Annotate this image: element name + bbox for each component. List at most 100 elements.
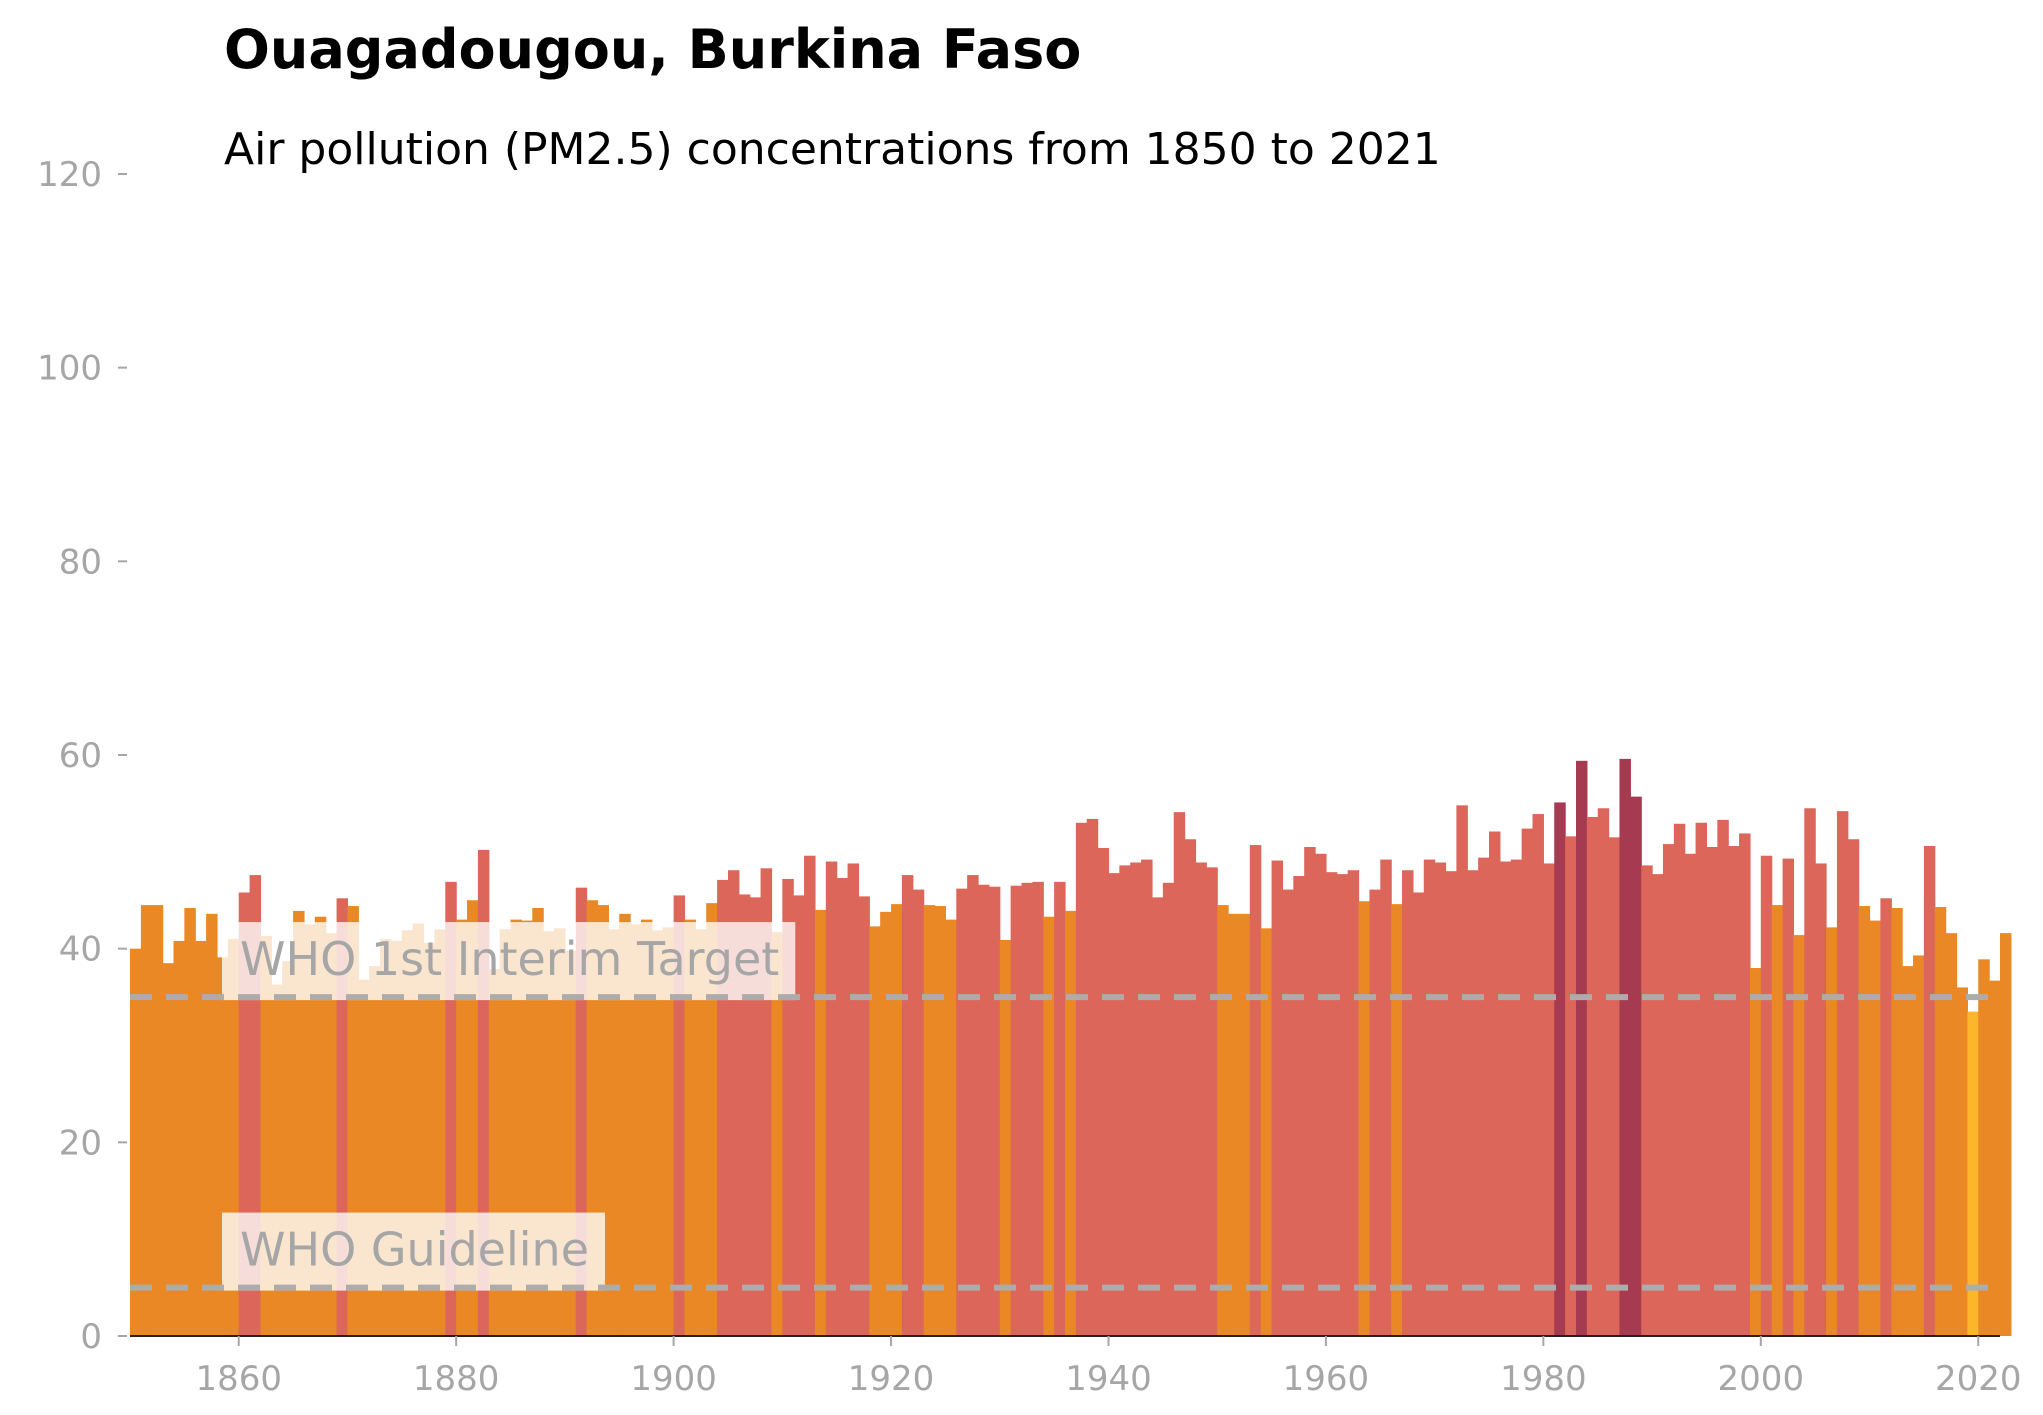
bar-1993 bbox=[1684, 853, 1697, 1336]
bar-1977 bbox=[1510, 859, 1523, 1336]
bar-1992 bbox=[1673, 823, 1686, 1336]
bar-1928 bbox=[978, 884, 990, 1336]
bar-1932 bbox=[1021, 882, 1033, 1336]
bar-1855 bbox=[184, 908, 196, 1336]
bar-1968 bbox=[1412, 892, 1425, 1336]
y-tick-label: 100 bbox=[37, 349, 102, 389]
reference-lines: WHO 1st Interim Target WHO Guideline bbox=[130, 922, 2000, 1291]
chart-subtitle: Air pollution (PM2.5) concentrations fro… bbox=[224, 124, 1441, 175]
bar-1980 bbox=[1543, 863, 1555, 1336]
bar-1986 bbox=[1608, 837, 1621, 1336]
x-tick-label: 1860 bbox=[195, 1359, 282, 1399]
bar-1920 bbox=[891, 904, 903, 1336]
x-tick-label: 1900 bbox=[630, 1359, 717, 1399]
bar-1906 bbox=[738, 894, 751, 1336]
bar-1912 bbox=[804, 855, 816, 1336]
bar-1958 bbox=[1304, 846, 1316, 1336]
bar-1956 bbox=[1282, 889, 1294, 1336]
bar-1914 bbox=[825, 861, 838, 1336]
reference-label-background bbox=[222, 922, 796, 1001]
bar-1973 bbox=[1467, 870, 1479, 1336]
bar-1984 bbox=[1586, 816, 1599, 1336]
bar-1971 bbox=[1445, 871, 1457, 1336]
bar-1963 bbox=[1358, 901, 1371, 1336]
bar-1898 bbox=[651, 930, 664, 1336]
y-tick-label: 20 bbox=[59, 1123, 102, 1163]
bar-1924 bbox=[934, 906, 946, 1336]
bar-1909 bbox=[771, 932, 783, 1336]
bar-1857 bbox=[206, 913, 218, 1336]
bar-1892 bbox=[586, 900, 599, 1336]
bar-2009 bbox=[1858, 906, 1871, 1336]
bar-1985 bbox=[1597, 808, 1610, 1336]
bar-1959 bbox=[1315, 853, 1327, 1336]
bar-1940 bbox=[1108, 873, 1120, 1336]
bar-1902 bbox=[695, 929, 707, 1336]
bar-1854 bbox=[173, 940, 185, 1336]
bar-1989 bbox=[1641, 865, 1653, 1336]
bar-1907 bbox=[749, 897, 762, 1336]
bar-1950 bbox=[1217, 905, 1229, 1336]
bar-1882 bbox=[477, 849, 490, 1336]
x-tick-label: 2000 bbox=[1718, 1359, 1805, 1399]
chart-title: Ouagadougou, Burkina Faso bbox=[224, 18, 1081, 81]
reference-line-group: WHO 1st Interim Target bbox=[130, 922, 2000, 1001]
bar-1856 bbox=[195, 940, 207, 1336]
bar-1939 bbox=[1097, 847, 1110, 1336]
bar-1997 bbox=[1728, 846, 1740, 1336]
bar-1888 bbox=[543, 931, 555, 1336]
bar-1943 bbox=[1141, 859, 1153, 1336]
bar-1960 bbox=[1325, 872, 1338, 1336]
bar-1850 bbox=[130, 948, 142, 1336]
bar-1878 bbox=[434, 929, 446, 1336]
bar-1936 bbox=[1065, 910, 1077, 1336]
bar-1889 bbox=[554, 928, 566, 1336]
bar-1994 bbox=[1695, 822, 1708, 1336]
bar-1881 bbox=[467, 900, 479, 1336]
bar-1948 bbox=[1195, 862, 1207, 1336]
bar-1903 bbox=[706, 903, 718, 1336]
bar-1893 bbox=[597, 905, 609, 1336]
bar-1941 bbox=[1119, 865, 1131, 1336]
bar-1966 bbox=[1391, 904, 1403, 1336]
bar-1957 bbox=[1293, 876, 1305, 1336]
bar-1972 bbox=[1456, 805, 1468, 1336]
bar-1853 bbox=[162, 963, 175, 1336]
bar-1895 bbox=[619, 913, 631, 1336]
bar-1927 bbox=[967, 875, 979, 1336]
y-tick-label: 80 bbox=[59, 542, 102, 582]
bar-1879 bbox=[445, 881, 457, 1336]
y-tick-label: 60 bbox=[59, 736, 102, 776]
bar-2013 bbox=[1902, 966, 1914, 1336]
bar-1923 bbox=[923, 905, 936, 1336]
bar-1945 bbox=[1162, 882, 1175, 1336]
bar-2006 bbox=[1826, 927, 1838, 1336]
bar-1865 bbox=[293, 910, 305, 1336]
bar-1864 bbox=[282, 961, 294, 1336]
bar-1996 bbox=[1717, 819, 1729, 1336]
bar-2007 bbox=[1836, 811, 1849, 1336]
bar-1894 bbox=[608, 929, 620, 1336]
bar-1933 bbox=[1032, 881, 1044, 1336]
bar-1990 bbox=[1652, 874, 1664, 1336]
reference-line-group: WHO Guideline bbox=[130, 1212, 2000, 1291]
bar-2017 bbox=[1945, 933, 1958, 1336]
bar-1860 bbox=[238, 892, 251, 1336]
bar-1870 bbox=[347, 906, 359, 1336]
bar-1975 bbox=[1489, 831, 1501, 1336]
bar-1938 bbox=[1086, 818, 1099, 1336]
bar-1929 bbox=[988, 886, 1001, 1336]
bar-1875 bbox=[401, 930, 414, 1336]
y-tick-label: 0 bbox=[80, 1317, 102, 1357]
bar-1877 bbox=[423, 942, 436, 1336]
bar-1931 bbox=[1010, 885, 1023, 1336]
bar-1976 bbox=[1499, 861, 1512, 1336]
y-tick-label: 120 bbox=[37, 155, 102, 195]
bar-2020 bbox=[1978, 959, 1990, 1336]
bar-1869 bbox=[336, 898, 349, 1336]
bar-1899 bbox=[662, 927, 675, 1336]
bar-1946 bbox=[1173, 812, 1186, 1336]
bar-1886 bbox=[521, 920, 533, 1336]
bar-1863 bbox=[271, 984, 283, 1336]
bar-1880 bbox=[456, 919, 468, 1336]
